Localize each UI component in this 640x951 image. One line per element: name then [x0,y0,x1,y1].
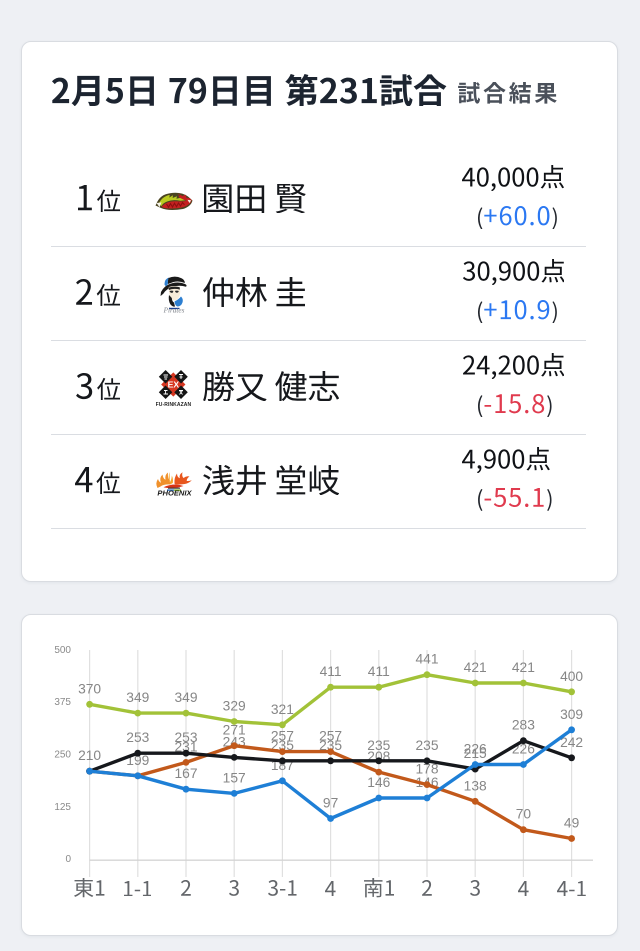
svg-text:70: 70 [516,807,532,822]
svg-text:157: 157 [223,770,246,785]
svg-text:411: 411 [368,664,390,679]
svg-text:253: 253 [126,730,149,745]
svg-text:271: 271 [223,723,246,738]
svg-text:500: 500 [54,645,71,656]
svg-text:210: 210 [78,748,101,763]
svg-text:235: 235 [367,738,390,753]
svg-text:Pirates: Pirates [163,307,185,313]
svg-text:235: 235 [271,738,294,753]
svg-text:321: 321 [271,702,294,717]
svg-text:146: 146 [367,775,390,790]
svg-text:97: 97 [323,796,338,811]
svg-text:253: 253 [174,730,197,745]
svg-text:235: 235 [319,738,342,753]
svg-text:226: 226 [464,742,487,757]
svg-text:309: 309 [560,707,583,722]
svg-text:FU-RINKAZAN: FU-RINKAZAN [156,402,191,407]
svg-text:400: 400 [560,669,583,684]
svg-text:421: 421 [464,660,487,675]
svg-text:441: 441 [415,652,438,667]
svg-text:329: 329 [223,699,246,714]
svg-text:349: 349 [174,690,197,705]
svg-text:235: 235 [415,738,438,753]
svg-text:257: 257 [271,729,294,744]
svg-text:421: 421 [512,660,535,675]
svg-text:242: 242 [560,735,583,750]
svg-text:250: 250 [54,750,71,761]
svg-text:EX: EX [168,380,180,390]
svg-text:349: 349 [126,690,149,705]
svg-text:231: 231 [174,739,197,754]
svg-text:215: 215 [464,746,487,761]
svg-text:167: 167 [174,766,197,781]
svg-text:0: 0 [65,854,71,865]
svg-text:178: 178 [415,762,438,777]
svg-text:125: 125 [54,802,71,813]
svg-text:49: 49 [564,816,580,831]
svg-text:257: 257 [319,729,342,744]
svg-text:411: 411 [320,664,342,679]
svg-text:375: 375 [54,697,71,708]
svg-text:370: 370 [78,681,101,696]
svg-text:283: 283 [512,718,535,733]
svg-text:138: 138 [464,778,487,793]
svg-text:PHOENIX: PHOENIX [157,488,192,497]
